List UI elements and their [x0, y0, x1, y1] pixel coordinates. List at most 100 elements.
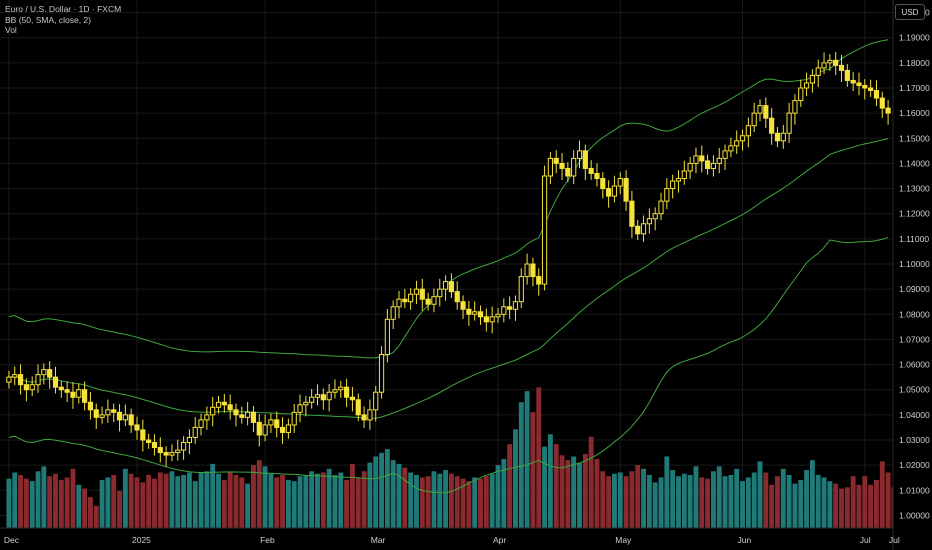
- candle-body[interactable]: [868, 87, 874, 92]
- volume-bar[interactable]: [856, 484, 862, 528]
- volume-bar[interactable]: [670, 470, 676, 528]
- volume-bar[interactable]: [47, 476, 53, 528]
- candle-body[interactable]: [111, 409, 117, 413]
- candle-body[interactable]: [541, 175, 548, 285]
- candle-body[interactable]: [140, 429, 146, 441]
- volume-bar[interactable]: [652, 482, 658, 528]
- volume-bar[interactable]: [349, 463, 355, 528]
- indicator-label[interactable]: BB (50, SMA, close, 2): [5, 14, 91, 25]
- candle-body[interactable]: [309, 396, 315, 403]
- candle-body[interactable]: [408, 293, 414, 303]
- volume-bar[interactable]: [751, 472, 757, 529]
- volume-bar[interactable]: [542, 446, 548, 528]
- volume-bar[interactable]: [192, 481, 198, 528]
- volume-bar[interactable]: [29, 481, 35, 528]
- volume-bar[interactable]: [152, 478, 157, 528]
- candle-body[interactable]: [198, 419, 204, 428]
- candle-body[interactable]: [82, 389, 88, 403]
- candle-body[interactable]: [751, 112, 757, 127]
- volume-bar[interactable]: [297, 476, 303, 528]
- volume-bar[interactable]: [536, 387, 542, 528]
- candle-body[interactable]: [856, 82, 862, 86]
- candle-body[interactable]: [285, 424, 291, 433]
- volume-bar[interactable]: [815, 474, 821, 528]
- price-axis[interactable]: [893, 0, 932, 550]
- candle-body[interactable]: [157, 447, 163, 454]
- volume-bar[interactable]: [786, 474, 792, 528]
- candle-body[interactable]: [501, 306, 507, 315]
- volume-bar[interactable]: [6, 478, 12, 528]
- candle-body[interactable]: [803, 82, 810, 89]
- volume-bar[interactable]: [70, 468, 76, 528]
- volume-bar[interactable]: [396, 463, 402, 528]
- volume-bar[interactable]: [833, 483, 839, 528]
- candle-body[interactable]: [210, 406, 216, 416]
- candle-body[interactable]: [576, 150, 583, 159]
- candle-body[interactable]: [745, 125, 751, 137]
- volume-bar[interactable]: [227, 472, 233, 529]
- candle-body[interactable]: [821, 62, 827, 69]
- candle-body[interactable]: [180, 442, 187, 451]
- volume-bar[interactable]: [740, 481, 745, 528]
- volume-bar[interactable]: [332, 474, 338, 528]
- candle-body[interactable]: [419, 288, 425, 300]
- volume-bar[interactable]: [204, 471, 210, 528]
- candle-body[interactable]: [23, 384, 29, 391]
- volume-bar[interactable]: [530, 412, 536, 528]
- volume-bar[interactable]: [658, 477, 664, 528]
- volume-bar[interactable]: [780, 468, 786, 528]
- candle-body[interactable]: [483, 316, 489, 323]
- volume-bar[interactable]: [827, 481, 833, 528]
- candle-body[interactable]: [413, 288, 420, 295]
- volume-bar[interactable]: [676, 476, 681, 528]
- volume-bar[interactable]: [262, 466, 268, 528]
- volume-bar[interactable]: [338, 472, 344, 529]
- candle-body[interactable]: [553, 157, 559, 164]
- candle-body[interactable]: [402, 298, 408, 303]
- candle-body[interactable]: [297, 404, 303, 413]
- candle-body[interactable]: [29, 384, 35, 391]
- volume-bar[interactable]: [763, 472, 769, 529]
- volume-bar[interactable]: [134, 477, 140, 528]
- volume-bar[interactable]: [472, 477, 478, 528]
- candle-body[interactable]: [233, 409, 239, 416]
- volume-bar[interactable]: [687, 474, 693, 528]
- volume-bar[interactable]: [559, 455, 565, 528]
- volume-bar[interactable]: [239, 477, 245, 528]
- volume-bar[interactable]: [862, 476, 868, 528]
- volume-bar[interactable]: [489, 473, 495, 528]
- candle-body[interactable]: [798, 87, 804, 102]
- volume-bar[interactable]: [844, 487, 850, 528]
- volume-bar[interactable]: [798, 479, 804, 528]
- volume-bar[interactable]: [594, 458, 600, 528]
- candle-body[interactable]: [262, 424, 268, 436]
- candle-body[interactable]: [472, 311, 478, 315]
- candle-body[interactable]: [670, 180, 676, 190]
- volume-bar[interactable]: [792, 483, 798, 528]
- candle-body[interactable]: [611, 185, 618, 197]
- candle-body[interactable]: [279, 426, 286, 433]
- volume-bar[interactable]: [495, 465, 501, 528]
- volume-bar[interactable]: [291, 481, 297, 528]
- volume-bar[interactable]: [745, 477, 751, 528]
- candle-body[interactable]: [862, 84, 868, 89]
- volume-bar[interactable]: [873, 479, 879, 528]
- volume-bar[interactable]: [460, 478, 466, 528]
- candle-body[interactable]: [699, 155, 705, 162]
- volume-bar[interactable]: [885, 472, 891, 529]
- volume-bar[interactable]: [256, 460, 262, 528]
- candle-body[interactable]: [664, 188, 670, 202]
- volume-bar[interactable]: [431, 471, 437, 528]
- volume-bar[interactable]: [87, 497, 93, 528]
- volume-bar[interactable]: [641, 468, 646, 528]
- volume-bar[interactable]: [588, 436, 594, 528]
- volume-bar[interactable]: [390, 460, 396, 528]
- volume-bar[interactable]: [285, 479, 291, 528]
- candle-body[interactable]: [658, 200, 664, 215]
- candle-body[interactable]: [885, 107, 891, 114]
- candle-body[interactable]: [105, 409, 111, 416]
- volume-bar[interactable]: [617, 472, 623, 529]
- volume-bar[interactable]: [326, 468, 332, 528]
- candle-body[interactable]: [809, 74, 815, 84]
- candle-body[interactable]: [582, 150, 588, 169]
